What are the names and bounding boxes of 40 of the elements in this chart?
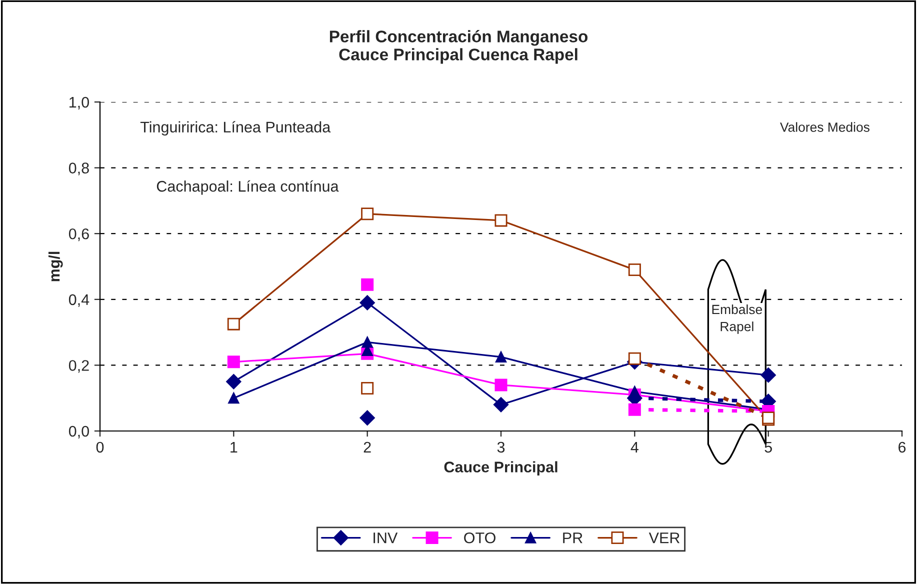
x-tick-label: 3 bbox=[497, 442, 505, 453]
point bbox=[361, 208, 374, 220]
point bbox=[628, 352, 641, 365]
x-tick-label: 1 bbox=[230, 442, 238, 452]
point bbox=[628, 403, 641, 416]
x-tick-label: 4 bbox=[630, 442, 638, 452]
x-tick-label: 6 bbox=[898, 442, 906, 453]
point bbox=[360, 295, 375, 310]
point bbox=[227, 356, 240, 368]
point bbox=[360, 410, 375, 426]
x-tick-label: 2 bbox=[364, 442, 371, 452]
point bbox=[494, 214, 508, 227]
annotation: Valores Medios bbox=[780, 122, 870, 132]
point bbox=[226, 374, 242, 390]
legend-label: OTO bbox=[464, 532, 496, 544]
y-tick-label: 1,0 bbox=[70, 96, 89, 110]
point bbox=[495, 351, 507, 363]
annotation: Tinguiririca: Línea Punteada bbox=[140, 121, 331, 136]
point bbox=[494, 378, 508, 392]
legend-label: VER bbox=[648, 532, 680, 544]
legend-label: PR bbox=[563, 532, 582, 544]
y-tick-label: 0,2 bbox=[68, 360, 89, 373]
point bbox=[362, 336, 373, 348]
point bbox=[628, 264, 641, 276]
y-tick-label: 0,0 bbox=[68, 426, 89, 438]
chart-title: Perfil Concentración Manganeso Cauce Principal Cuenca Rapel bbox=[330, 30, 588, 64]
y-tick-label: 0,8 bbox=[68, 162, 89, 176]
point bbox=[227, 318, 240, 330]
annotation: Cachapoal: Línea contínua bbox=[156, 180, 339, 195]
point bbox=[493, 397, 509, 412]
y-tick-label: 0,6 bbox=[68, 228, 89, 242]
point bbox=[760, 368, 776, 383]
legend-label: INV bbox=[374, 532, 398, 544]
x-axis-title: Cauce Principal bbox=[444, 461, 558, 476]
point bbox=[361, 278, 374, 291]
y-axis-title: mg/l bbox=[48, 252, 63, 282]
point bbox=[228, 392, 240, 404]
x-tick-label: 0 bbox=[96, 442, 104, 453]
annotation: Embalse Rapel bbox=[712, 304, 762, 334]
y-tick-label: 0,4 bbox=[68, 294, 90, 307]
